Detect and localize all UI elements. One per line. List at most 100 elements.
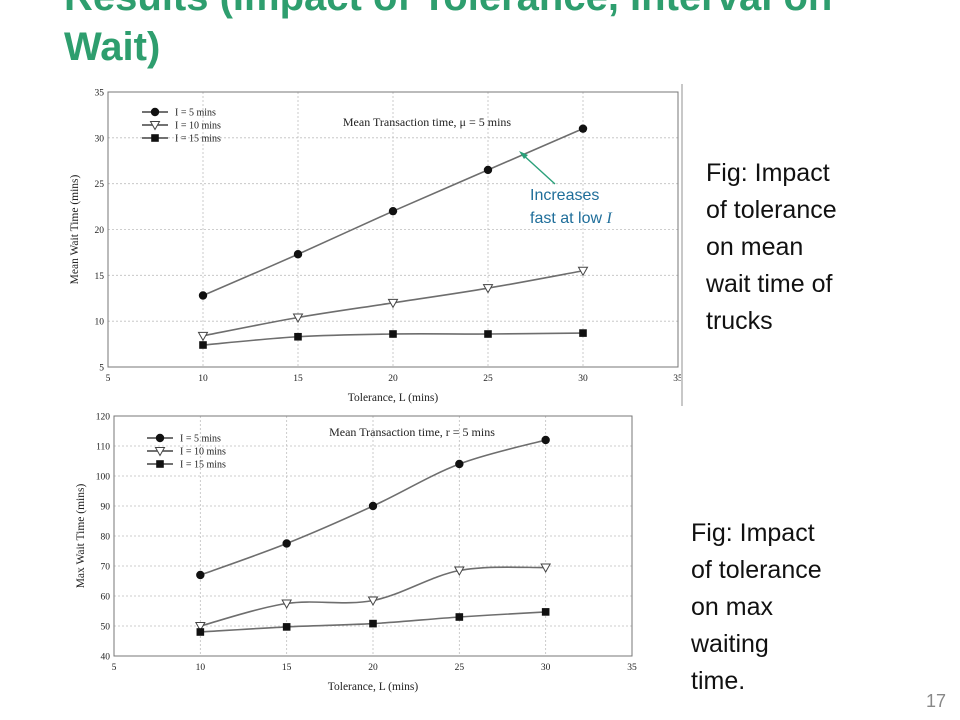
- caption-line: Fig: Impact: [706, 159, 830, 187]
- data-point: [578, 124, 588, 133]
- data-point: [194, 622, 206, 632]
- legend-marker: [155, 433, 165, 443]
- y-tick-label: 15: [95, 272, 105, 282]
- data-point: [387, 298, 399, 309]
- caption-max-wait: Fig: Impact of tolerance on max waiting …: [691, 515, 871, 700]
- x-tick-label: 30: [578, 374, 588, 384]
- data-point: [293, 250, 303, 259]
- caption-line: wait time of: [706, 270, 833, 298]
- y-tick-label: 35: [95, 89, 105, 99]
- annotation-line-2-text: fast at low: [530, 210, 607, 227]
- y-axis-label: Mean Wait Time (mins): [69, 174, 81, 284]
- y-tick-label: 20: [95, 226, 105, 236]
- chart-title: Mean Transaction time, r = 5 mins: [329, 425, 495, 439]
- y-tick-label: 110: [96, 443, 110, 453]
- caption-mean-wait: Fig: Impact of tolerance on mean wait ti…: [706, 155, 886, 340]
- data-point: [577, 266, 589, 277]
- mean-wait-time-chart: 5 10 15 20 25 30 35 5 10 15 20 25 30 35 Tolerance, L (…: [57, 84, 683, 406]
- x-axis-label: Tolerance, L (mins): [348, 392, 439, 404]
- x-tick-label: 35: [627, 663, 637, 673]
- slide-title: Results (Impact of Tolerance, Interval o…: [64, 0, 944, 72]
- slide-title-line-2: Wait): [64, 25, 161, 69]
- x-tick-label: 5: [112, 663, 117, 673]
- caption-line: trucks: [706, 307, 773, 335]
- x-tick-label: 35: [673, 374, 681, 384]
- data-point: [388, 206, 398, 216]
- caption-line: on mean: [706, 233, 804, 261]
- data-point: [455, 613, 464, 621]
- y-tick-label: 50: [101, 623, 111, 633]
- max-wait-time-chart: 5 10 15 20 25 30 35 40 50 60 70 80 90 100 110 120 Tolera…: [57, 406, 639, 712]
- y-tick-label: 60: [101, 593, 111, 603]
- x-tick-label: 30: [541, 663, 551, 673]
- data-point: [579, 329, 587, 337]
- annotation-arrow-head: [519, 151, 528, 159]
- x-tick-label: 15: [282, 663, 292, 673]
- data-point: [541, 435, 550, 445]
- y-tick-label: 80: [101, 533, 111, 543]
- data-point: [282, 539, 291, 548]
- x-tick-label: 10: [196, 663, 206, 673]
- legend-marker: [150, 107, 160, 117]
- slide-title-line-1: Results (Impact of Tolerance, Interval o…: [64, 0, 944, 22]
- y-tick-label: 5: [99, 364, 104, 374]
- legend-label: I = 15 mins: [180, 460, 226, 471]
- legend-label: I = 10 mins: [175, 121, 221, 132]
- x-tick-label: 5: [106, 374, 111, 384]
- data-point: [455, 459, 464, 469]
- x-tick-label: 20: [388, 374, 398, 384]
- legend-label: I = 5 mins: [175, 108, 216, 119]
- annotation-line-2: fast at low I: [530, 207, 660, 230]
- legend-marker: [154, 447, 166, 457]
- caption-line: of tolerance: [691, 556, 822, 584]
- annotation-arrow: [520, 152, 556, 185]
- data-point: [540, 563, 552, 574]
- data-point: [282, 623, 291, 631]
- plot-frame: [113, 415, 633, 657]
- caption-line: waiting: [691, 630, 769, 658]
- y-tick-label: 25: [95, 180, 105, 190]
- caption-line: Fig: Impact: [691, 519, 815, 547]
- data-point: [482, 284, 494, 294]
- plot-frame: [107, 91, 679, 368]
- y-tick-label: 40: [101, 653, 111, 663]
- chart-annotation: Increases fast at low I: [530, 184, 660, 230]
- data-point: [197, 331, 209, 342]
- legend-label: I = 15 mins: [175, 134, 221, 145]
- data-point: [199, 341, 207, 349]
- data-point: [484, 330, 492, 338]
- data-point: [196, 628, 205, 636]
- x-tick-label: 20: [368, 663, 378, 673]
- x-tick-label: 10: [198, 374, 208, 384]
- data-point: [198, 291, 208, 300]
- y-tick-label: 120: [96, 413, 111, 423]
- x-tick-label: 15: [293, 374, 303, 384]
- y-tick-label: 30: [95, 134, 105, 144]
- y-tick-label: 70: [101, 563, 111, 573]
- legend-label: I = 10 mins: [180, 447, 226, 458]
- data-point: [367, 596, 379, 607]
- mean-wait-time-chart-svg: 5 10 15 20 25 30 35 5 10 15 20 25 30 35 Tolerance, L (…: [69, 89, 683, 405]
- x-tick-label: 25: [455, 663, 465, 673]
- y-tick-label: 100: [96, 473, 111, 483]
- x-axis-label: Tolerance, L (mins): [328, 681, 419, 693]
- caption-line: time.: [691, 667, 746, 695]
- data-point: [196, 570, 205, 580]
- x-tick-label: 25: [483, 374, 493, 384]
- data-point: [294, 332, 302, 341]
- legend-marker: [149, 121, 161, 131]
- chart-title: Mean Transaction time, μ = 5 mins: [343, 115, 512, 129]
- data-point: [483, 165, 493, 175]
- legend-marker: [156, 460, 164, 468]
- legend-label: I = 5 mins: [180, 434, 221, 445]
- caption-line: on max: [691, 593, 773, 621]
- data-point: [292, 313, 304, 324]
- data-point: [453, 566, 465, 577]
- data-point: [281, 599, 293, 610]
- y-tick-label: 90: [101, 503, 111, 513]
- page-number: 17: [925, 691, 946, 711]
- data-point: [368, 501, 378, 511]
- annotation-line-1: Increases: [530, 187, 600, 204]
- y-tick-label: 10: [95, 318, 105, 328]
- annotation-symbol: I: [606, 210, 612, 227]
